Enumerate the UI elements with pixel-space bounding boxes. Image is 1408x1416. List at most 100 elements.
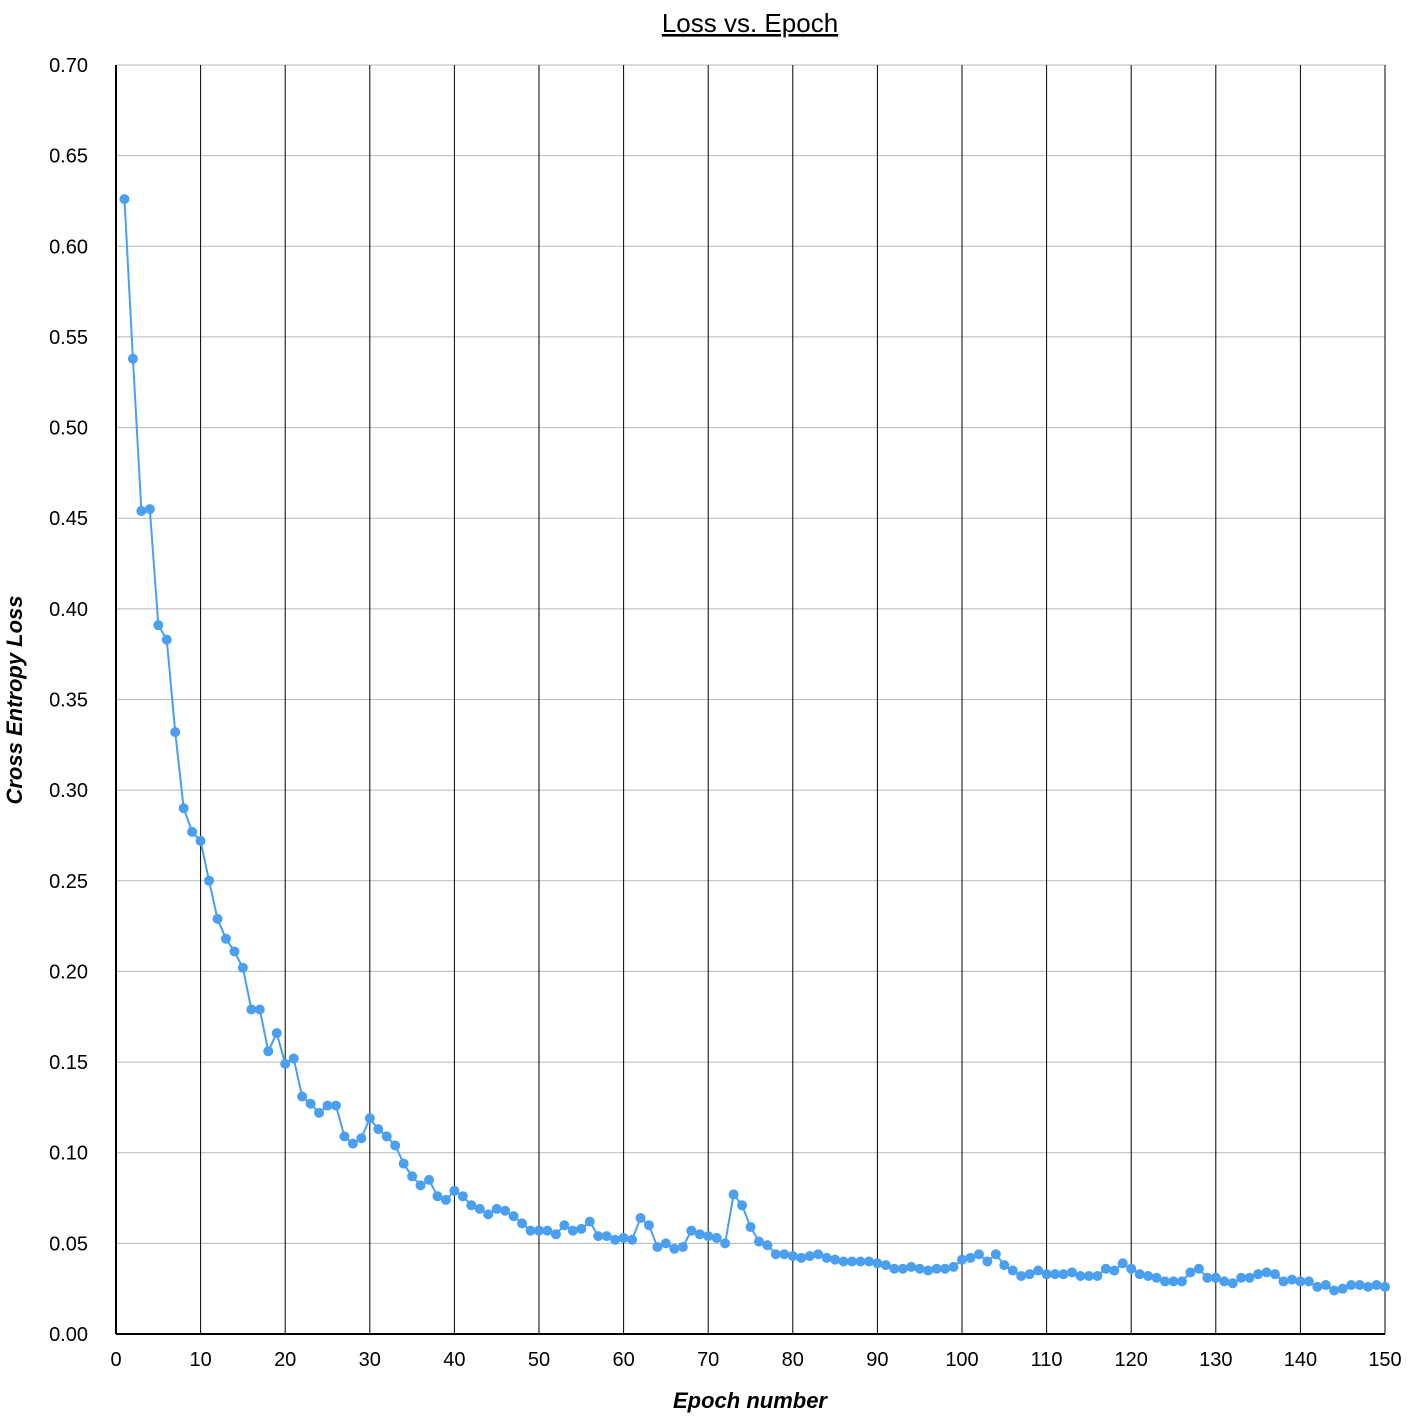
data-point	[246, 1004, 257, 1015]
data-point	[525, 1225, 536, 1236]
data-point	[1117, 1258, 1128, 1269]
data-point	[576, 1223, 587, 1234]
data-point	[940, 1263, 951, 1274]
data-point	[610, 1234, 621, 1245]
data-point	[1286, 1274, 1297, 1285]
data-point	[474, 1203, 485, 1214]
data-point	[1134, 1269, 1145, 1280]
data-point	[1261, 1267, 1272, 1278]
data-point	[144, 504, 155, 515]
data-point	[542, 1225, 553, 1236]
y-tick-label: 0.10	[49, 1143, 88, 1165]
data-point	[1151, 1272, 1162, 1283]
y-tick-label: 0.70	[49, 55, 88, 77]
data-point	[254, 1004, 265, 1015]
data-point	[204, 875, 215, 886]
y-tick-label: 0.30	[49, 780, 88, 802]
data-point	[119, 194, 130, 205]
data-point	[1303, 1276, 1314, 1287]
data-point	[627, 1234, 638, 1245]
data-point	[263, 1046, 274, 1057]
data-point	[271, 1028, 282, 1039]
data-point	[1176, 1276, 1187, 1287]
data-point	[424, 1174, 435, 1185]
data-point	[863, 1256, 874, 1267]
data-point	[322, 1100, 333, 1111]
data-point	[288, 1053, 299, 1064]
data-point	[762, 1240, 773, 1251]
data-point	[999, 1260, 1010, 1271]
data-point	[753, 1236, 764, 1247]
data-point	[1295, 1276, 1306, 1287]
data-point	[483, 1209, 494, 1220]
x-tick-label: 0	[110, 1349, 121, 1371]
data-point	[720, 1238, 731, 1249]
data-point	[652, 1241, 663, 1252]
data-point	[1346, 1280, 1357, 1291]
data-point	[508, 1211, 519, 1222]
data-point	[737, 1200, 748, 1211]
data-point	[381, 1131, 392, 1142]
data-point	[957, 1254, 967, 1265]
data-point	[178, 803, 189, 814]
data-point	[618, 1232, 629, 1243]
x-tick-label: 30	[359, 1349, 381, 1371]
data-point	[1126, 1263, 1137, 1274]
data-point	[1016, 1270, 1027, 1281]
data-point	[906, 1261, 917, 1272]
y-axis-label: Cross Entropy Loss	[2, 595, 27, 804]
data-point	[229, 946, 240, 957]
data-point	[330, 1100, 341, 1111]
data-point	[559, 1220, 570, 1231]
data-point	[491, 1203, 502, 1214]
data-point	[457, 1191, 468, 1202]
data-point	[770, 1249, 781, 1260]
data-point	[1075, 1270, 1086, 1281]
data-point	[965, 1252, 976, 1263]
data-point	[449, 1185, 460, 1196]
data-point	[728, 1189, 739, 1200]
data-point	[161, 634, 172, 645]
data-point	[660, 1238, 671, 1249]
data-point	[1109, 1265, 1120, 1276]
data-point	[136, 505, 147, 516]
data-point	[1193, 1263, 1204, 1274]
data-point	[931, 1263, 942, 1274]
data-point	[305, 1098, 316, 1109]
data-point	[1320, 1280, 1331, 1291]
data-point	[584, 1216, 595, 1227]
y-axis-tick-labels: 0.00 0.05 0.10 0.15 0.20 0.25 0.30 0.35 0.40 0.45…	[49, 55, 88, 1346]
data-point	[567, 1225, 578, 1236]
data-point	[1371, 1280, 1382, 1291]
data-point	[1253, 1269, 1264, 1280]
data-point	[1024, 1269, 1035, 1280]
data-point	[847, 1256, 858, 1267]
y-tick-label: 0.65	[49, 146, 88, 168]
data-point	[1007, 1265, 1018, 1276]
data-point	[745, 1222, 756, 1233]
x-tick-label: 10	[189, 1349, 211, 1371]
data-point	[1219, 1276, 1230, 1287]
data-point	[703, 1231, 714, 1242]
data-point	[973, 1249, 984, 1260]
data-point	[804, 1251, 815, 1262]
x-tick-label: 60	[612, 1349, 634, 1371]
x-tick-label: 20	[274, 1349, 296, 1371]
data-point	[1270, 1269, 1281, 1280]
data-point	[500, 1205, 511, 1216]
x-axis-label: Epoch number	[673, 1388, 828, 1413]
data-point	[347, 1138, 358, 1149]
data-point	[127, 353, 138, 364]
data-point	[1380, 1281, 1390, 1292]
data-point	[390, 1140, 401, 1151]
x-tick-label: 120	[1115, 1349, 1148, 1371]
data-point	[153, 620, 164, 631]
data-point	[838, 1256, 849, 1267]
y-tick-label: 0.50	[49, 418, 88, 440]
data-point	[593, 1231, 604, 1242]
data-point	[187, 826, 198, 837]
y-tick-label: 0.40	[49, 599, 88, 621]
data-point	[440, 1194, 451, 1205]
data-point	[990, 1249, 1001, 1260]
